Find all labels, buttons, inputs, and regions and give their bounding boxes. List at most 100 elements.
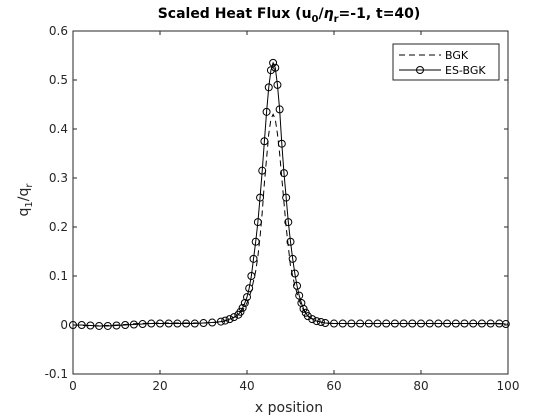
data-point-es-bgk xyxy=(86,321,95,330)
data-point-es-bgk xyxy=(408,319,417,328)
data-point-es-bgk xyxy=(293,281,302,290)
data-point-es-bgk xyxy=(330,319,338,328)
data-point-es-bgk xyxy=(299,304,308,313)
data-point-es-bgk xyxy=(288,254,297,263)
data-point-es-bgk xyxy=(356,319,365,328)
x-tick-label: 0 xyxy=(69,379,77,393)
data-point-es-bgk xyxy=(382,319,391,328)
data-point-es-bgk xyxy=(216,317,225,326)
data-point-es-bgk xyxy=(190,319,199,328)
y-tick-label: 0.4 xyxy=(49,122,68,136)
data-point-es-bgk xyxy=(69,321,77,329)
data-point-es-bgk xyxy=(260,137,269,146)
data-point-es-bgk xyxy=(275,105,284,114)
data-point-es-bgk xyxy=(282,193,291,202)
y-tick-label: 0.2 xyxy=(49,220,68,234)
data-point-es-bgk xyxy=(164,319,173,328)
y-tick-label: -0.1 xyxy=(45,367,68,381)
data-point-es-bgk xyxy=(129,320,138,329)
data-point-es-bgk xyxy=(253,218,262,227)
data-point-es-bgk xyxy=(258,166,267,175)
data-point-es-bgk xyxy=(236,307,245,316)
data-point-es-bgk xyxy=(208,318,217,327)
legend-esbgk-label: ES-BGK xyxy=(445,64,486,77)
data-point-es-bgk xyxy=(443,319,452,328)
y-tick-label: 0.1 xyxy=(49,269,68,283)
data-point-es-bgk xyxy=(182,319,191,328)
data-point-es-bgk xyxy=(501,320,510,329)
data-point-es-bgk xyxy=(290,269,299,278)
y-tick-label: 0.6 xyxy=(49,24,68,38)
data-point-es-bgk xyxy=(243,293,251,302)
data-point-es-bgk xyxy=(112,321,121,330)
data-point-es-bgk xyxy=(451,319,460,328)
data-point-es-bgk xyxy=(156,319,164,328)
data-point-es-bgk xyxy=(221,316,230,325)
legend-box xyxy=(392,43,500,81)
y-axis-label: q1/qr xyxy=(16,183,35,217)
data-point-es-bgk xyxy=(247,272,256,280)
data-point-es-bgk xyxy=(245,284,254,293)
data-point-es-bgk xyxy=(321,319,330,328)
y-tick-label: 0.3 xyxy=(49,171,68,185)
data-point-es-bgk xyxy=(138,320,147,329)
data-point-es-bgk xyxy=(251,237,260,246)
data-point-es-bgk xyxy=(469,319,478,328)
data-point-es-bgk xyxy=(373,319,382,328)
series-layer xyxy=(69,58,510,330)
data-point-es-bgk xyxy=(199,319,208,328)
data-point-es-bgk xyxy=(225,315,234,324)
data-point-es-bgk xyxy=(229,313,238,322)
data-point-es-bgk xyxy=(238,303,247,312)
data-point-es-bgk xyxy=(286,237,295,246)
x-tick-label: 60 xyxy=(326,379,341,393)
y-axis-ticks: -0.1 0 0.1 0.2 0.3 0.4 0.5 0.6 xyxy=(45,24,508,381)
data-point-es-bgk xyxy=(486,319,495,328)
data-point-es-bgk xyxy=(262,107,271,116)
data-point-es-bgk xyxy=(273,80,282,89)
x-tick-label: 40 xyxy=(239,379,254,393)
data-point-es-bgk xyxy=(256,193,265,202)
plot-frame xyxy=(72,30,509,375)
y-tick-label: 0.5 xyxy=(49,73,68,87)
legend-bgk-label: BGK xyxy=(445,49,469,62)
x-tick-label: 80 xyxy=(413,379,428,393)
x-axis-label: x position xyxy=(255,400,323,416)
data-point-es-bgk xyxy=(121,321,130,329)
data-point-es-bgk xyxy=(284,218,293,227)
y-tick-label: 0 xyxy=(60,318,68,332)
legend: BGK ES-BGK xyxy=(392,43,500,81)
data-point-es-bgk xyxy=(390,319,399,328)
data-point-es-bgk xyxy=(147,319,156,328)
data-point-es-bgk xyxy=(295,291,304,300)
plot-area xyxy=(72,30,509,375)
data-point-es-bgk xyxy=(249,254,258,263)
data-point-es-bgk xyxy=(347,319,356,328)
data-point-es-bgk xyxy=(103,321,112,330)
x-tick-label: 100 xyxy=(497,379,520,393)
data-point-es-bgk xyxy=(460,319,469,328)
data-point-es-bgk xyxy=(95,321,104,330)
data-point-es-bgk xyxy=(399,319,408,328)
data-point-es-bgk xyxy=(266,66,275,75)
x-axis-ticks: 0 20 40 60 80 100 xyxy=(69,31,519,393)
x-tick-label: 20 xyxy=(152,379,167,393)
data-point-es-bgk xyxy=(316,318,325,327)
data-point-es-bgk xyxy=(312,317,321,326)
data-point-es-bgk xyxy=(269,58,278,67)
data-point-es-bgk xyxy=(425,319,434,328)
data-point-es-bgk xyxy=(173,319,182,328)
legend-esbgk-marker xyxy=(416,66,424,74)
data-point-es-bgk xyxy=(338,319,347,328)
chart-title: Scaled Heat Flux (u0/ηr=-1, t=40) xyxy=(158,6,421,25)
data-point-es-bgk xyxy=(477,319,486,328)
data-point-es-bgk xyxy=(264,83,273,92)
data-point-es-bgk xyxy=(277,139,286,148)
data-point-es-bgk xyxy=(364,319,373,328)
data-point-es-bgk xyxy=(77,321,86,329)
data-point-es-bgk xyxy=(308,315,317,324)
data-point-es-bgk xyxy=(434,319,443,328)
data-point-es-bgk xyxy=(279,169,288,178)
data-point-es-bgk xyxy=(271,63,280,72)
